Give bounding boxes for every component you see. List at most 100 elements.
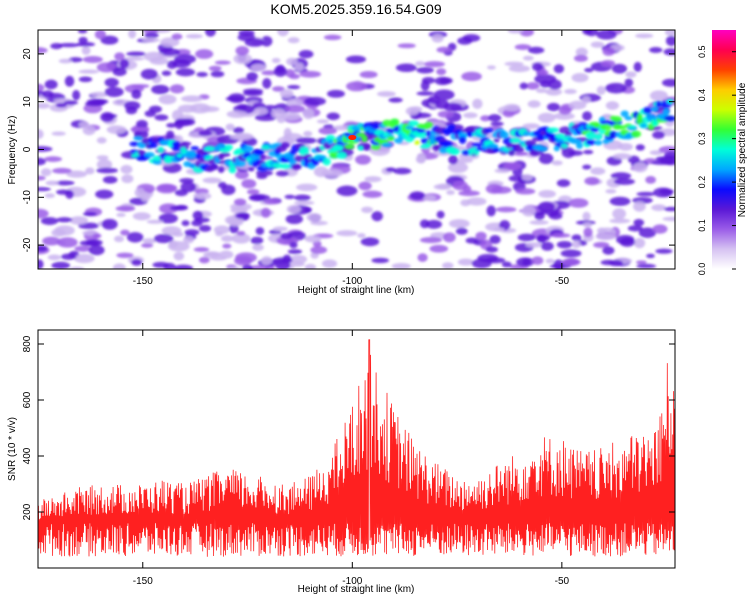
heatmap-cell	[537, 112, 556, 123]
heatmap-cell	[582, 111, 593, 121]
heatmap-cell	[157, 146, 165, 153]
heatmap-cell	[279, 163, 291, 169]
heatmap-cell	[69, 266, 85, 269]
heatmap-cell	[195, 153, 202, 160]
heatmap-cell	[443, 232, 456, 243]
heatmap-cell	[252, 243, 264, 251]
heatmap-cell	[571, 240, 581, 249]
heatmap-cell	[261, 70, 277, 76]
heatmap-cell	[446, 124, 456, 131]
heatmap-cell	[174, 189, 188, 197]
heatmap-cell	[585, 30, 598, 37]
heatmap-cell	[524, 140, 537, 147]
heatmap-cell	[364, 176, 382, 183]
heatmap-cell	[69, 216, 89, 225]
heatmap-cell	[160, 37, 180, 48]
heatmap-cell	[553, 259, 564, 269]
heatmap-cell	[442, 262, 454, 269]
heatmap-cell	[326, 89, 345, 98]
heatmap-cell	[243, 90, 263, 97]
heatmap-cell	[612, 208, 627, 220]
heatmap-cell	[159, 203, 179, 214]
heatmap-cell	[228, 93, 246, 104]
snr-x-axis-label: Height of straight line (km)	[298, 584, 415, 595]
heatmap-cell	[299, 70, 322, 78]
heatmap-cell	[38, 146, 53, 152]
heatmap-cell	[575, 142, 583, 149]
heatmap-cell	[531, 62, 544, 72]
heatmap-cell	[310, 246, 328, 254]
heatmap-cell	[489, 235, 501, 244]
heatmap-cell	[602, 46, 615, 56]
heatmap-cell	[224, 144, 233, 151]
heatmap-cell	[262, 78, 272, 89]
heatmap-cell	[624, 78, 634, 88]
x-tick-label: -100	[342, 276, 362, 287]
heatmap-cell	[625, 71, 637, 78]
heatmap-cell	[104, 77, 119, 88]
heatmap-cell	[81, 46, 91, 55]
heatmap-cell	[561, 258, 581, 266]
heatmap-cell	[78, 76, 93, 83]
heatmap-cell	[612, 115, 623, 123]
spectrogram-x-axis: -150 -100 -50	[133, 30, 570, 287]
heatmap-cell	[241, 179, 257, 189]
heatmap-cell	[600, 59, 616, 67]
heatmap-cell	[529, 220, 549, 225]
heatmap-cell	[169, 84, 185, 94]
heatmap-cell	[323, 34, 342, 41]
heatmap-cell	[303, 130, 313, 137]
heatmap-cell	[609, 196, 631, 206]
heatmap-cell	[208, 163, 219, 171]
heatmap-cell	[104, 86, 124, 98]
heatmap-cell	[359, 70, 378, 79]
heatmap-cell	[272, 226, 288, 232]
heatmap-cell	[181, 95, 203, 103]
heatmap-cell	[250, 236, 264, 245]
heatmap-cell	[523, 131, 531, 136]
heatmap-cell	[548, 212, 563, 220]
heatmap-cell	[662, 216, 675, 222]
heatmap-cell	[539, 69, 549, 76]
heatmap-cell	[284, 105, 306, 113]
heatmap-cell	[429, 244, 449, 253]
heatmap-cell	[596, 85, 606, 95]
heatmap-cell	[159, 48, 181, 56]
heatmap-cell	[640, 123, 647, 128]
heatmap-cell	[646, 253, 655, 259]
heatmap-cell	[74, 245, 92, 252]
heatmap-cell	[153, 234, 174, 244]
heatmap-cell	[522, 55, 534, 61]
heatmap-cell	[593, 241, 610, 249]
heatmap-cell	[189, 103, 211, 114]
heatmap-cell	[41, 90, 54, 99]
heatmap-cell	[484, 128, 494, 133]
heatmap-cell	[96, 159, 113, 170]
heatmap-cell	[131, 89, 142, 100]
heatmap-cell	[38, 175, 46, 181]
heatmap-cell	[96, 62, 117, 73]
heatmap-cell	[152, 261, 170, 268]
heatmap-cell	[310, 220, 328, 226]
heatmap-cell	[90, 99, 106, 105]
heatmap-cell	[491, 186, 512, 194]
heatmap-cell	[395, 63, 417, 73]
heatmap-cell	[522, 258, 531, 266]
heatmap-cell	[652, 224, 668, 234]
heatmap-cell	[457, 258, 474, 266]
heatmap-cell	[226, 266, 242, 269]
heatmap-cell	[649, 90, 668, 102]
heatmap-cell	[662, 108, 670, 115]
heatmap-cell	[214, 60, 231, 65]
heatmap-cell	[560, 143, 569, 149]
heatmap-cell	[568, 198, 589, 208]
heatmap-cell	[179, 178, 194, 184]
heatmap-cell	[493, 227, 505, 232]
heatmap-cell	[649, 47, 663, 53]
heatmap-cell	[573, 54, 588, 62]
heatmap-cell	[311, 158, 319, 166]
heatmap-cell	[284, 194, 296, 199]
heatmap-cell	[157, 184, 178, 192]
heatmap-cell	[149, 105, 162, 113]
heatmap-cell	[180, 181, 197, 193]
